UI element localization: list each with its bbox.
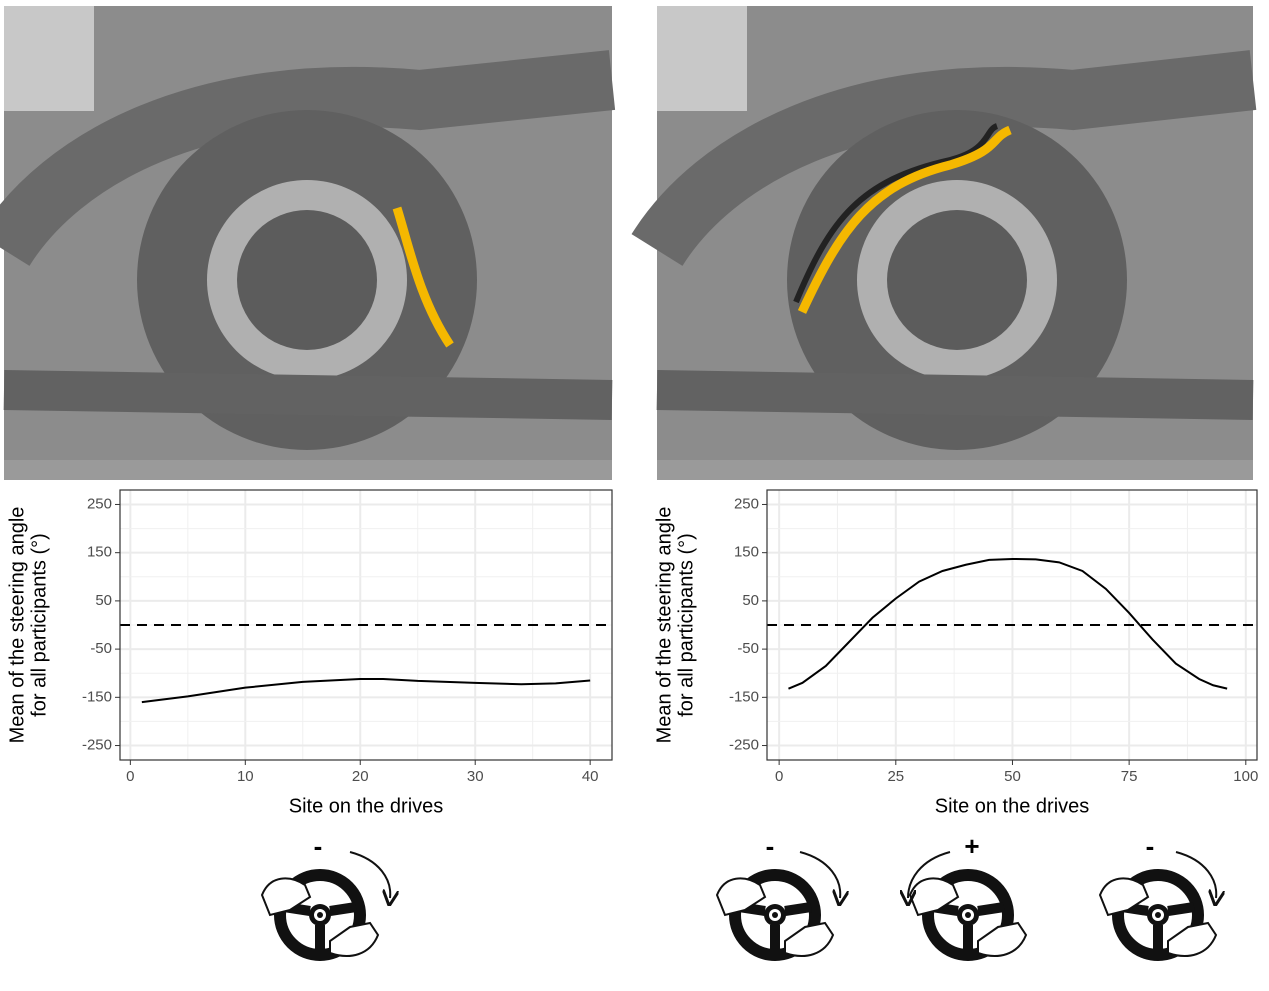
wheel-sign: - — [1146, 831, 1155, 861]
y-axis-title: for all participants (°) — [675, 533, 697, 717]
plot-border — [119, 489, 613, 761]
x-tick-label: 75 — [1121, 768, 1138, 785]
y-axis-title: Mean of the steering angle — [6, 507, 28, 744]
y-tick-label: -250 — [729, 737, 759, 754]
wheel-sign: - — [766, 831, 775, 861]
wheel-sign: - — [314, 831, 323, 861]
data-line — [141, 678, 591, 704]
y-tick-label: 150 — [734, 544, 759, 561]
x-tick-label: 25 — [887, 768, 904, 785]
plot-border — [766, 489, 1258, 761]
x-tick-label: 0 — [126, 768, 134, 785]
y-tick-label: -250 — [82, 737, 112, 754]
x-tick-label: 10 — [237, 768, 254, 785]
x-tick-label: 50 — [1004, 768, 1021, 785]
x-tick-label: 20 — [352, 768, 369, 785]
x-tick-label: 0 — [775, 768, 783, 785]
x-tick-label: 40 — [582, 768, 599, 785]
x-axis-title: Site on the drives — [935, 795, 1090, 817]
aerial-photo-right — [631, 6, 1257, 480]
y-axis-title: for all participants (°) — [28, 533, 50, 717]
y-tick-label: -50 — [90, 640, 112, 657]
steering-icons: - - + - — [262, 831, 1216, 956]
x-tick-label: 30 — [467, 768, 484, 785]
y-tick-label: -150 — [729, 688, 759, 705]
y-axis-title: Mean of the steering angle — [653, 507, 675, 744]
y-tick-label: 250 — [734, 495, 759, 512]
x-tick-label: 100 — [1233, 768, 1258, 785]
aerial-photo-left — [0, 6, 616, 480]
y-tick-label: 50 — [95, 592, 112, 609]
y-tick-label: 50 — [742, 592, 759, 609]
x-axis-title: Site on the drives — [289, 795, 444, 817]
y-tick-label: 250 — [87, 495, 112, 512]
wheel-sign: + — [964, 831, 979, 861]
y-tick-label: -50 — [737, 640, 759, 657]
y-tick-label: -150 — [82, 688, 112, 705]
data-line — [788, 557, 1228, 690]
y-tick-label: 150 — [87, 544, 112, 561]
